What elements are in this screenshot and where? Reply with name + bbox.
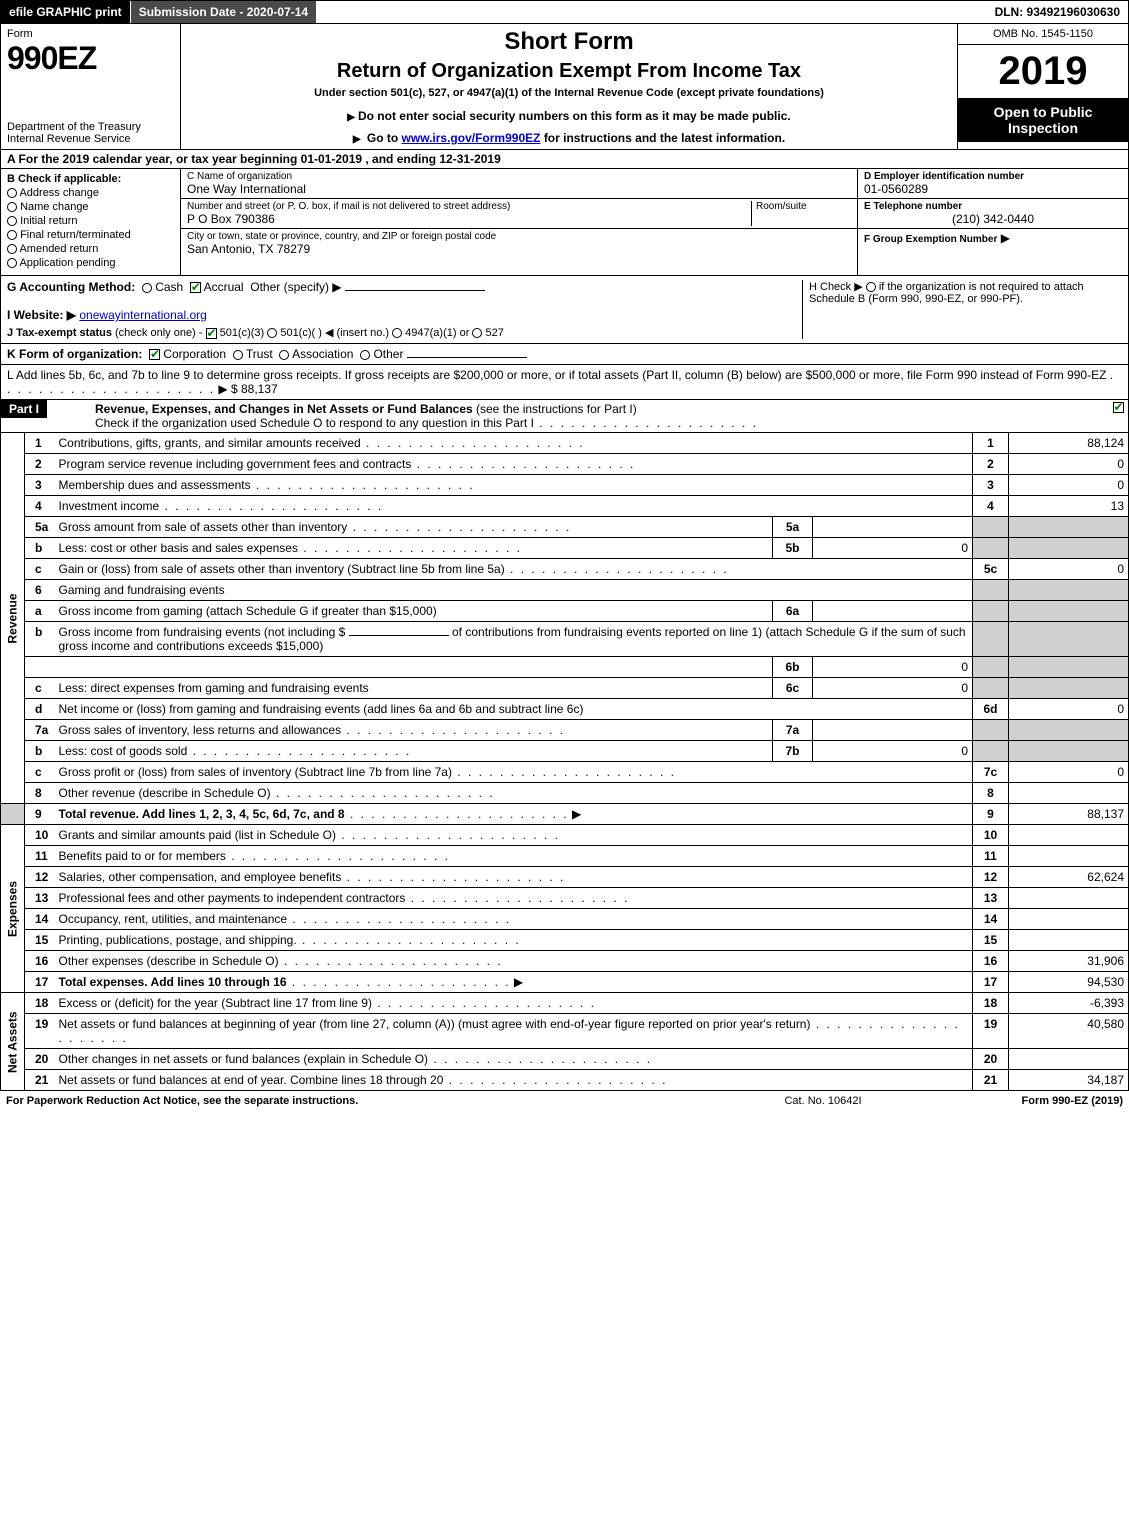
netassets-side-label: Net Assets: [1, 993, 25, 1091]
gross-receipts-amount: 88,137: [241, 382, 278, 396]
chk-initial-return[interactable]: [7, 216, 17, 226]
line-14-amount: [1009, 909, 1129, 930]
paperwork-notice: For Paperwork Reduction Act Notice, see …: [6, 1095, 723, 1107]
ein-label: D Employer identification number: [864, 171, 1122, 182]
form-number: 990EZ: [7, 40, 174, 77]
chk-cash[interactable]: [142, 283, 152, 293]
org-name-label: C Name of organization: [187, 171, 851, 182]
chk-schedule-o-part1[interactable]: [1113, 402, 1124, 413]
chk-name-change[interactable]: [7, 202, 17, 212]
chk-527[interactable]: [472, 328, 482, 338]
line-9-amount: 88,137: [1009, 804, 1129, 825]
phone-label: E Telephone number: [864, 201, 1122, 212]
section-l: L Add lines 5b, 6c, and 7b to line 9 to …: [0, 365, 1129, 400]
chk-corporation[interactable]: [149, 349, 160, 360]
efile-print-button[interactable]: efile GRAPHIC print: [1, 1, 131, 23]
line-5c-amount: 0: [1009, 559, 1129, 580]
revenue-side-label: Revenue: [1, 433, 25, 804]
public-inspection: Open to Public Inspection: [958, 98, 1128, 142]
line-7c-amount: 0: [1009, 762, 1129, 783]
part-1-header: Part I Revenue, Expenses, and Changes in…: [0, 400, 1129, 433]
line-2-amount: 0: [1009, 454, 1129, 475]
submission-date-button[interactable]: Submission Date - 2020-07-14: [131, 1, 317, 23]
expenses-side-label: Expenses: [1, 825, 25, 993]
line-10-amount: [1009, 825, 1129, 846]
chk-amended-return[interactable]: [7, 244, 17, 254]
room-label: Room/suite: [756, 201, 851, 212]
street-label: Number and street (or P. O. box, if mail…: [187, 201, 751, 212]
page-footer: For Paperwork Reduction Act Notice, see …: [0, 1091, 1129, 1111]
website-link[interactable]: onewayinternational.org: [79, 308, 206, 322]
chk-application-pending[interactable]: [7, 258, 17, 268]
line-5b-inner: 0: [813, 538, 973, 559]
chk-accrual[interactable]: [190, 282, 201, 293]
line-12-amount: 62,624: [1009, 867, 1129, 888]
line-19-amount: 40,580: [1009, 1014, 1129, 1049]
title-return: Return of Organization Exempt From Incom…: [187, 60, 951, 83]
goto-line: Go to www.irs.gov/Form990EZ for instruct…: [187, 131, 951, 145]
chk-association[interactable]: [279, 350, 289, 360]
section-c: C Name of organization One Way Internati…: [181, 169, 858, 275]
line-1-amount: 88,124: [1009, 433, 1129, 454]
line-8-amount: [1009, 783, 1129, 804]
phone-value: (210) 342-0440: [864, 212, 1122, 226]
line-21-amount: 34,187: [1009, 1070, 1129, 1091]
section-b-header: B Check if applicable:: [7, 173, 174, 185]
omb-number: OMB No. 1545-1150: [958, 24, 1128, 45]
chk-schedule-b[interactable]: [866, 282, 876, 292]
subtitle: Under section 501(c), 527, or 4947(a)(1)…: [187, 87, 951, 99]
part-1-tab: Part I: [1, 400, 47, 418]
line-6d-amount: 0: [1009, 699, 1129, 720]
dept-treasury: Department of the Treasury: [7, 121, 174, 133]
group-exemption-label: F Group Exemption Number: [864, 234, 997, 245]
accounting-method-label: G Accounting Method:: [7, 280, 135, 294]
section-def: D Employer identification number 01-0560…: [858, 169, 1128, 275]
ssn-notice: Do not enter social security numbers on …: [187, 109, 951, 123]
form-label: Form: [7, 28, 174, 40]
section-h-text: H Check ▶: [809, 281, 863, 293]
chk-501c3[interactable]: [206, 328, 217, 339]
form-header: Form 990EZ Department of the Treasury In…: [0, 24, 1129, 150]
line-3-amount: 0: [1009, 475, 1129, 496]
chk-address-change[interactable]: [7, 188, 17, 198]
city-label: City or town, state or province, country…: [187, 231, 851, 242]
line-17-amount: 94,530: [1009, 972, 1129, 993]
tax-year: 2019: [958, 45, 1128, 98]
ein-value: 01-0560289: [864, 182, 1122, 196]
top-bar: efile GRAPHIC print Submission Date - 20…: [0, 0, 1129, 24]
line-13-amount: [1009, 888, 1129, 909]
line-15-amount: [1009, 930, 1129, 951]
chk-4947[interactable]: [392, 328, 402, 338]
line-16-amount: 31,906: [1009, 951, 1129, 972]
irs-label: Internal Revenue Service: [7, 133, 174, 145]
tax-exempt-label: J Tax-exempt status: [7, 327, 112, 339]
cat-number: Cat. No. 10642I: [723, 1095, 923, 1107]
line-4-amount: 13: [1009, 496, 1129, 517]
line-18-amount: -6,393: [1009, 993, 1129, 1014]
line-11-amount: [1009, 846, 1129, 867]
form-footer-label: Form 990-EZ (2019): [923, 1095, 1123, 1107]
arrow-icon: ▶: [1001, 231, 1010, 245]
street-value: P O Box 790386: [187, 212, 751, 226]
section-b: B Check if applicable: Address change Na…: [1, 169, 181, 275]
line-20-amount: [1009, 1049, 1129, 1070]
part-1-table: Revenue 1Contributions, gifts, grants, a…: [0, 433, 1129, 1091]
chk-501c[interactable]: [267, 328, 277, 338]
section-gh: G Accounting Method: Cash Accrual Other …: [0, 276, 1129, 344]
line-7b-inner: 0: [813, 741, 973, 762]
chk-trust[interactable]: [233, 350, 243, 360]
section-bcdef: B Check if applicable: Address change Na…: [0, 169, 1129, 276]
section-k: K Form of organization: Corporation Trus…: [0, 344, 1129, 365]
city-value: San Antonio, TX 78279: [187, 242, 851, 256]
org-name-value: One Way International: [187, 182, 851, 196]
irs-link[interactable]: www.irs.gov/Form990EZ: [402, 131, 541, 145]
chk-other-org[interactable]: [360, 350, 370, 360]
chk-final-return[interactable]: [7, 230, 17, 240]
line-6b-inner: 0: [813, 657, 973, 678]
title-short-form: Short Form: [187, 28, 951, 56]
website-label: I Website: ▶: [7, 308, 76, 322]
dln-label: DLN: 93492196030630: [987, 1, 1128, 23]
line-6c-inner: 0: [813, 678, 973, 699]
line-a: A For the 2019 calendar year, or tax yea…: [0, 150, 1129, 169]
